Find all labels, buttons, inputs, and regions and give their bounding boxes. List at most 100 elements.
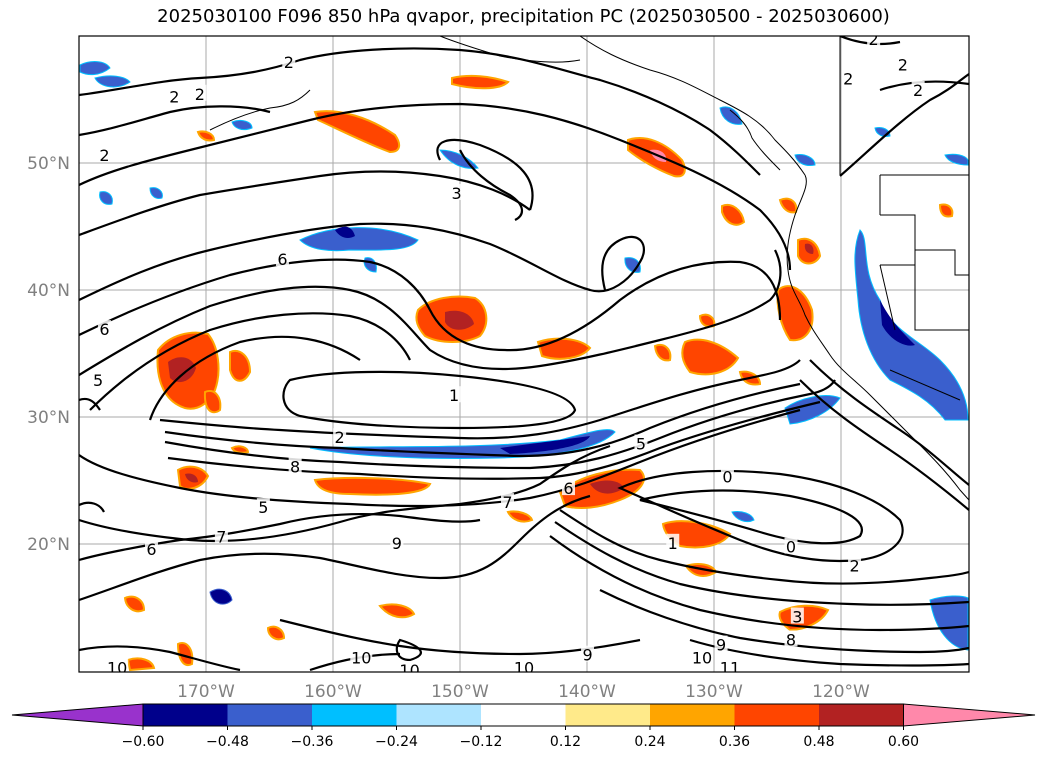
- contour-label: 6: [146, 540, 156, 559]
- colorbar-tick-label: −0.12: [460, 734, 503, 750]
- colorbar-segment: [227, 704, 312, 726]
- contour-label-bg: [562, 479, 575, 496]
- contour-label: 2: [284, 53, 294, 72]
- contour-label: 6: [277, 250, 287, 269]
- contour-label-bg: [390, 533, 404, 550]
- contour-label: 8: [786, 630, 796, 649]
- contour-label-bg: [896, 55, 910, 72]
- contour-label-bg: [841, 69, 855, 86]
- contour-label-bg: [398, 661, 421, 672]
- contour-label: 0: [786, 538, 796, 557]
- contour-label-bg: [91, 370, 105, 387]
- plot-frame: [78, 35, 970, 673]
- colorbar-segment: [565, 704, 650, 726]
- contour-label-bg: [282, 52, 296, 69]
- lon-label-160w: 160°W: [304, 682, 362, 702]
- contour-label-bg: [634, 434, 648, 451]
- contour-label-bg: [144, 540, 158, 557]
- contour-label: 2: [195, 85, 205, 104]
- contour-label: 9: [582, 646, 592, 665]
- contour-label: 5: [258, 498, 268, 517]
- contour-label: 10: [351, 648, 371, 667]
- lon-label-140w: 140°W: [558, 682, 616, 702]
- contour-label: 8: [290, 457, 300, 476]
- contour-label: 1: [668, 534, 678, 553]
- precip-negative-regions: [79, 61, 969, 651]
- colorbar-outline: [142, 703, 904, 727]
- plot-area: [79, 36, 969, 672]
- contour-label: 10: [514, 658, 534, 677]
- colorbar-segment: [143, 704, 228, 726]
- contour-label-bg: [666, 533, 680, 550]
- colorbar-segment: [650, 704, 735, 726]
- colorbar-segment: [312, 704, 397, 726]
- lon-label-170w: 170°W: [177, 682, 235, 702]
- contour-label: 6: [563, 479, 573, 498]
- contour-label: 7: [216, 527, 226, 546]
- lat-label-40n: 40°N: [27, 281, 70, 301]
- contour-label-bg: [848, 556, 862, 573]
- contour-label: 3: [792, 608, 802, 627]
- contour-label: 2: [169, 87, 179, 106]
- colorbar-tick-label: −0.24: [375, 734, 418, 750]
- contour-label-bg: [691, 648, 713, 665]
- colorbar-tick-label: 0.36: [719, 734, 750, 750]
- contour-label: 10: [399, 661, 419, 680]
- contour-label-bg: [333, 428, 347, 445]
- contour-label: 2: [898, 56, 908, 75]
- contour-label: 3: [452, 184, 462, 203]
- contour-label-bg: [911, 80, 925, 97]
- contour-label-bg: [447, 386, 461, 403]
- contour-label-bg: [97, 145, 111, 162]
- contour-label: 2: [869, 30, 879, 49]
- colorbar: −0.60 −0.48 −0.36 −0.24 −0.12 0.12 0.24 0.36 0.4…: [11, 703, 1036, 750]
- contour-label-bg: [450, 184, 464, 200]
- colorbar-tick-label: −0.48: [206, 734, 249, 750]
- contour-label: 5: [93, 371, 103, 390]
- contour-label-bg: [97, 320, 111, 337]
- contour-label-bg: [106, 658, 129, 672]
- contour-label-bg: [718, 658, 741, 672]
- contour-label-bg: [790, 607, 804, 624]
- colorbar-extend-max: [903, 703, 1036, 727]
- contour-label: 2: [913, 81, 923, 100]
- contour-label: 2: [335, 428, 345, 447]
- map-title: 2025030100 F096 850 hPa qvapor, precipit…: [157, 6, 890, 27]
- contour-label-bg: [867, 36, 881, 47]
- contour-label-bg: [784, 537, 798, 554]
- contour-label: 0: [722, 468, 732, 487]
- colorbar-extend-min: [11, 703, 144, 727]
- contour-label: 1: [449, 386, 459, 405]
- contour-label-bg: [275, 250, 289, 267]
- colorbar-tick-label: −0.60: [122, 734, 165, 750]
- contour-label-bg: [167, 87, 181, 104]
- contour-label-bg: [581, 645, 595, 662]
- contour-label: 9: [392, 534, 402, 553]
- lat-label-20n: 20°N: [27, 535, 70, 555]
- contour-label-bg: [256, 498, 270, 515]
- contour-label: 2: [99, 146, 109, 165]
- contour-label-bg: [350, 648, 373, 665]
- colorbar-tick-label: 0.12: [550, 734, 581, 750]
- contour-label-bg: [214, 527, 228, 544]
- colorbar-tick-label: 0.60: [888, 734, 919, 750]
- contour-label: 5: [636, 435, 646, 454]
- colorbar-segment: [481, 704, 566, 726]
- colorbar-segment: [819, 704, 904, 726]
- contour-label: 2: [849, 557, 859, 576]
- contour-label: 9: [716, 636, 726, 655]
- colorbar-segment: [734, 704, 819, 726]
- lon-label-120w: 120°W: [812, 682, 870, 702]
- contour-label-bg: [714, 635, 728, 652]
- lat-label-30n: 30°N: [27, 408, 70, 428]
- lon-labels: 170°W 160°W 150°W 140°W 130°W 120°W: [177, 682, 870, 702]
- colorbar-tick-label: 0.48: [803, 734, 834, 750]
- colorbar-tick-label: 0.24: [634, 734, 665, 750]
- contour-label-bg: [193, 84, 207, 101]
- contour-label: 2: [843, 70, 853, 89]
- colorbar-segment: [396, 704, 481, 726]
- contour-label-bg: [288, 457, 302, 474]
